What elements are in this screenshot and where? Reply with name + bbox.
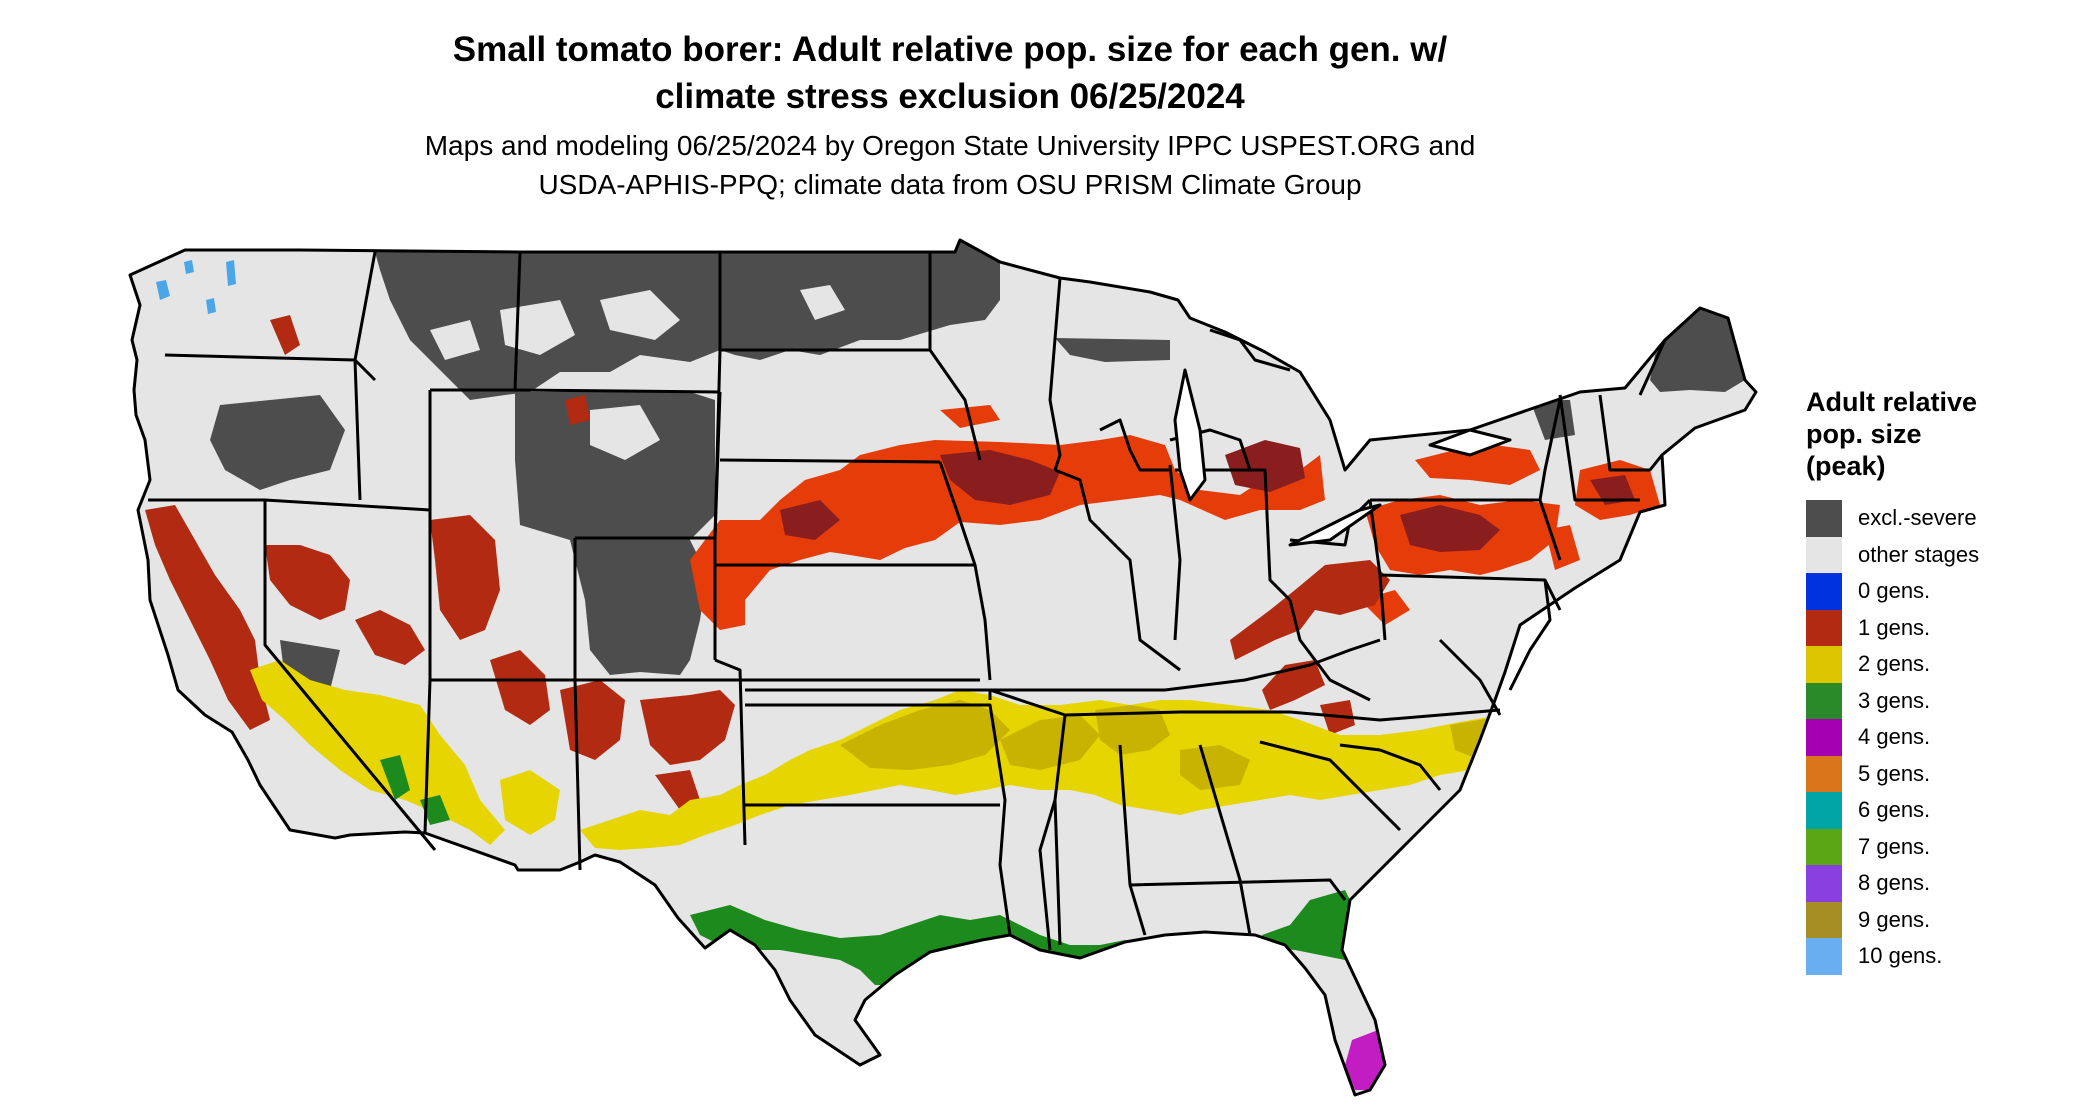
legend-swatch — [1806, 682, 1842, 719]
legend-swatch — [1806, 865, 1842, 902]
gen1-red-patches — [145, 315, 1390, 810]
legend-item: 8 gens. — [1806, 865, 2086, 902]
map-subtitle-line-2: USDA-APHIS-PPQ; climate data from OSU PR… — [538, 169, 1362, 200]
legend-swatch — [1806, 755, 1842, 792]
legend-swatch — [1806, 719, 1842, 756]
legend-label: 5 gens. — [1858, 760, 1931, 786]
map-title-line-1: Small tomato borer: Adult relative pop. … — [452, 30, 1448, 69]
gen2-olive-core — [840, 700, 1505, 790]
legend-items: excl.-severe other stages 0 gens. 1 gens. 2 … — [1806, 500, 2086, 975]
legend-item: 4 gens. — [1806, 719, 2086, 756]
legend-swatch — [1806, 573, 1842, 610]
legend-label: 0 gens. — [1858, 578, 1931, 604]
legend-label: excl.-severe — [1858, 505, 1977, 531]
gen3-gulf-coast — [380, 755, 1365, 985]
state-borders — [128, 238, 1758, 1097]
legend-swatch — [1806, 901, 1842, 938]
us-generations-map — [128, 238, 1758, 1097]
legend-title-line: Adult relative — [1806, 387, 1978, 417]
legend-swatch — [1806, 646, 1842, 683]
gen10-puget-sound — [156, 260, 236, 314]
legend-swatch — [1806, 500, 1842, 537]
legend-swatch — [1806, 536, 1842, 573]
map-title: Small tomato borer: Adult relative pop. … — [250, 26, 1650, 120]
legend-swatch — [1806, 938, 1842, 975]
map-legend: Adult relative pop. size (peak) excl.-se… — [1806, 386, 2086, 975]
map-title-line-2: climate stress exclusion 06/25/2024 — [655, 77, 1245, 116]
legend-item: 0 gens. — [1806, 573, 2086, 610]
gen4-south-florida — [1345, 1030, 1385, 1090]
legend-swatch — [1806, 828, 1842, 865]
legend-title-line: (peak) — [1806, 451, 1886, 481]
legend-item: 2 gens. — [1806, 646, 2086, 683]
gen1-dark-core — [780, 440, 1635, 552]
legend-item: 6 gens. — [1806, 792, 2086, 829]
legend-label: 8 gens. — [1858, 870, 1931, 896]
legend-item: 1 gens. — [1806, 609, 2086, 646]
legend-item: 9 gens. — [1806, 901, 2086, 938]
map-subtitle: Maps and modeling 06/25/2024 by Oregon S… — [250, 126, 1650, 204]
legend-item: other stages — [1806, 536, 2086, 573]
legend-label: 10 gens. — [1858, 943, 1943, 969]
legend-label: 3 gens. — [1858, 687, 1931, 713]
legend-item: 5 gens. — [1806, 755, 2086, 792]
legend-label: 9 gens. — [1858, 906, 1931, 932]
legend-item: 3 gens. — [1806, 682, 2086, 719]
legend-label: 1 gens. — [1858, 614, 1931, 640]
legend-label: 7 gens. — [1858, 833, 1931, 859]
legend-item: 10 gens. — [1806, 938, 2086, 975]
legend-swatch — [1806, 792, 1842, 829]
legend-label: 2 gens. — [1858, 651, 1931, 677]
legend-label: 6 gens. — [1858, 797, 1931, 823]
legend-title: Adult relative pop. size (peak) — [1806, 386, 2086, 482]
legend-swatch — [1806, 609, 1842, 646]
legend-label: 4 gens. — [1858, 724, 1931, 750]
map-subtitle-line-1: Maps and modeling 06/25/2024 by Oregon S… — [424, 130, 1476, 161]
legend-title-line: pop. size — [1806, 419, 1922, 449]
legend-item: 7 gens. — [1806, 828, 2086, 865]
legend-item: excl.-severe — [1806, 500, 2086, 537]
legend-label: other stages — [1858, 541, 1980, 567]
